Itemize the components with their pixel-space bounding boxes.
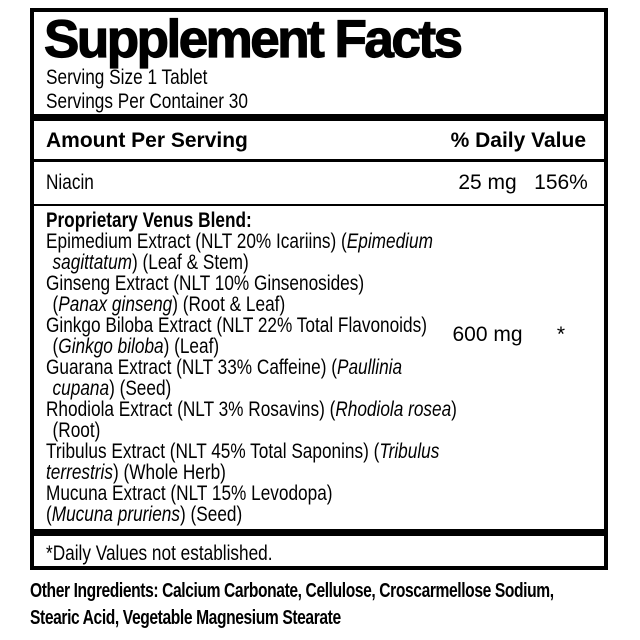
blend-amount: 600 mg [452, 323, 523, 346]
blend-daily-value: * [556, 323, 566, 346]
niacin-daily-value: 156% [534, 171, 588, 194]
supplement-facts-panel: Supplement Facts Serving Size 1 Tablet S… [30, 8, 608, 570]
divider-medium [34, 159, 604, 162]
blend-ingredient-line: (Root) [52, 419, 101, 442]
servings-per-container-text: Servings Per Container 30 [46, 90, 248, 113]
blend-ingredient-line: (Mucuna pruriens) (Seed) [46, 503, 243, 526]
blend-ingredient-line: Ginseng Extract (NLT 10% Ginsenosides) [46, 272, 365, 295]
divider-thick-top [34, 114, 604, 121]
blend-ingredient-line: sagittatum) (Leaf & Stem) [52, 251, 249, 274]
blend-ingredient-line: (Ginkgo biloba) (Leaf) [52, 335, 220, 358]
niacin-name: Niacin [46, 171, 94, 194]
blend-ingredient-line: Epimedium Extract (NLT 20% Icariins) (Ep… [46, 230, 433, 253]
blend-ingredient-line: cupana) (Seed) [52, 377, 172, 400]
proprietary-blend-row: Proprietary Venus Blend: Epimedium Extrac… [46, 206, 592, 529]
blend-ingredient-line: Tribulus Extract (NLT 45% Total Saponins… [46, 440, 440, 463]
daily-value-header: % Daily Value [450, 129, 586, 152]
blend-lines: Proprietary Venus Blend: Epimedium Extrac… [46, 209, 457, 526]
other-ingredients-line: Other Ingredients: Calcium Carbonate, Ce… [30, 580, 554, 602]
niacin-amount: 25 mg [458, 171, 517, 194]
divider-thick-bottom [34, 529, 604, 536]
blend-ingredient-line: Rhodiola Extract (NLT 3% Rosavins) (Rhod… [46, 398, 457, 421]
blend-ingredient-line: (Panax ginseng) (Root & Leaf) [52, 293, 286, 316]
blend-ingredient-line: Ginkgo Biloba Extract (NLT 22% Total Fla… [46, 314, 427, 337]
daily-value-footnote: *Daily Values not established. [46, 542, 273, 565]
amount-per-serving-header: Amount Per Serving [46, 129, 248, 152]
other-ingredients-section: Other Ingredients: Calcium Carbonate, Ce… [30, 578, 638, 632]
other-ingredients-line: Stearic Acid, Vegetable Magnesium Steara… [30, 607, 341, 629]
blend-ingredient-line: Guarana Extract (NLT 33% Caffeine) (Paul… [46, 356, 403, 379]
blend-ingredient-line: terrestris) (Whole Herb) [46, 461, 226, 484]
panel-title: Supplement Facts [43, 10, 463, 69]
column-header-row: Amount Per Serving % Daily Value [46, 121, 592, 159]
niacin-row: Niacin 25 mg 156% [46, 162, 592, 204]
blend-ingredient-line: Proprietary Venus Blend: [46, 209, 252, 232]
blend-ingredient-line: Mucuna Extract (NLT 15% Levodopa) [46, 482, 333, 505]
divider-thin [34, 204, 604, 206]
serving-size-text: Serving Size 1 Tablet [46, 66, 208, 89]
